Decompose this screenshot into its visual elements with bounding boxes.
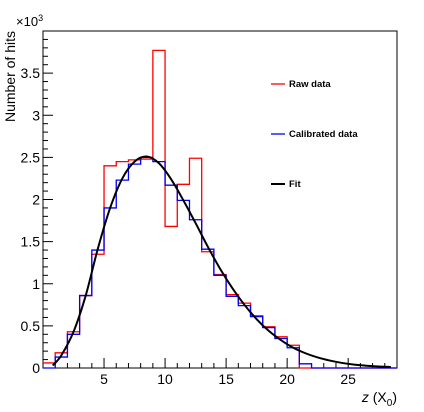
- y-tick-label: 3: [32, 107, 40, 123]
- plot-frame: [42, 30, 398, 369]
- series-fit-curve: [52, 155, 391, 368]
- x-axis-title-open: (X: [369, 389, 388, 405]
- y-tick-label: 1.5: [21, 234, 41, 250]
- x-axis-title-symbol: z: [361, 389, 369, 405]
- x-tick-label: 25: [340, 371, 356, 387]
- y-tick-label: 2: [32, 192, 40, 208]
- y-axis-multiplier-base: ×10: [16, 14, 38, 29]
- x-tick-label: 5: [100, 371, 108, 387]
- x-tick-label: 20: [279, 371, 295, 387]
- axis-ticks: 5 10 15 20 25 0 0.5 1 1.5 2 2.5 3 3.5: [21, 38, 398, 387]
- x-axis-title-subscript: 0: [387, 398, 393, 409]
- y-axis-multiplier-exponent: 3: [38, 13, 43, 23]
- legend: Raw data Calibrated data Fit: [271, 79, 358, 190]
- series-raw-data: [43, 49, 397, 369]
- x-axis-title-close: ): [392, 389, 397, 405]
- y-tick-label: 0.5: [21, 318, 41, 334]
- y-tick-label: 0: [32, 360, 40, 376]
- y-tick-label: 1: [32, 276, 40, 292]
- series-calibrated-data: [43, 156, 397, 369]
- legend-label: Calibrated data: [289, 129, 358, 140]
- x-tick-label: 15: [218, 371, 234, 387]
- y-axis-multiplier: ×103: [16, 13, 43, 29]
- legend-label: Raw data: [289, 79, 331, 90]
- y-tick-label: 2.5: [21, 149, 41, 165]
- plot-area: [42, 30, 398, 369]
- legend-label: Fit: [289, 179, 301, 190]
- series-layer: [43, 49, 397, 369]
- y-axis-title: Number of hits: [2, 31, 18, 122]
- x-axis-title: z (X0): [361, 389, 397, 409]
- y-tick-label: 3.5: [21, 65, 41, 81]
- x-tick-label: 10: [157, 371, 173, 387]
